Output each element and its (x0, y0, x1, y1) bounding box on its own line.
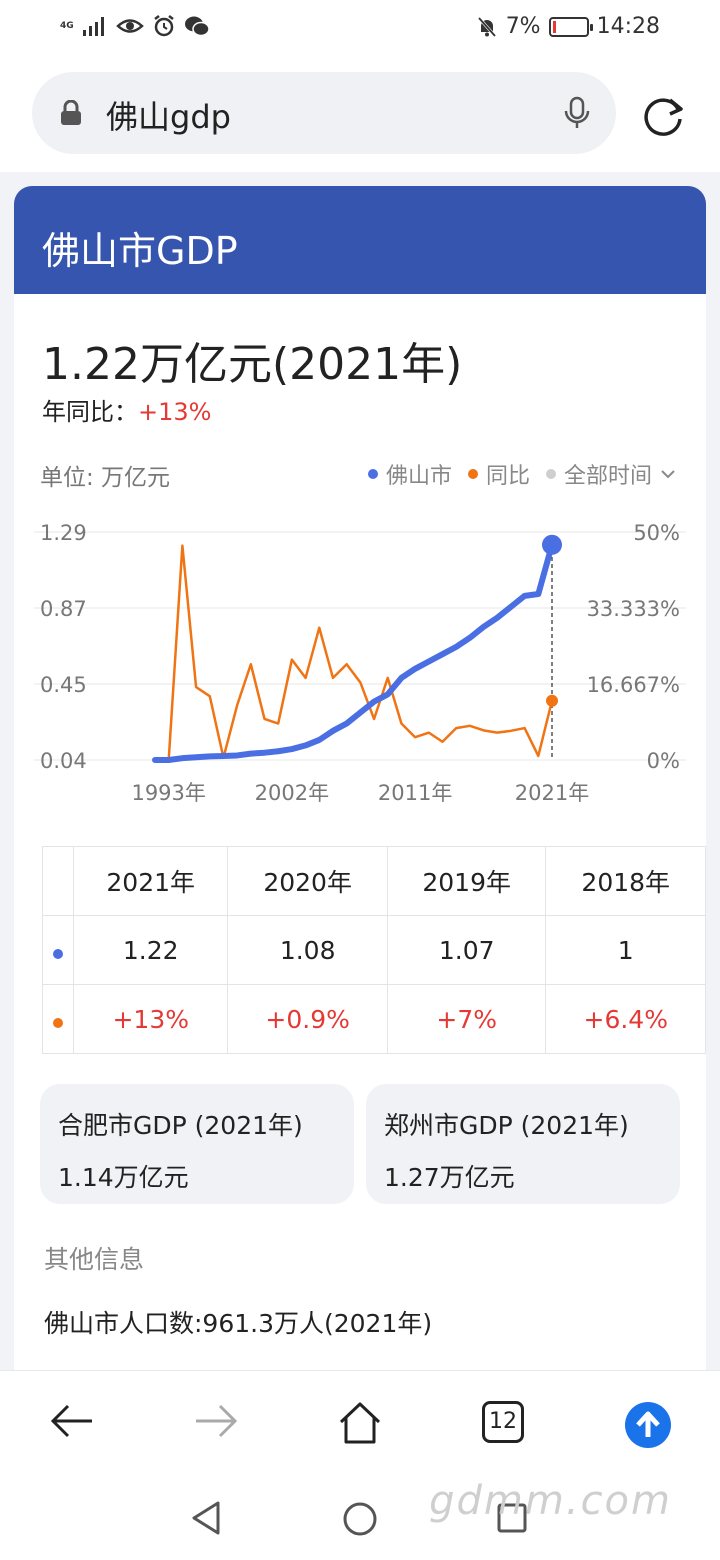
data-point-yoy (546, 694, 558, 707)
lock-icon (61, 100, 81, 125)
legend-item-yoy[interactable]: 同比 (467, 458, 530, 490)
compare-value: 1.14万亿元 (58, 1163, 189, 1192)
yoy-value: +13% (138, 398, 212, 426)
year-header: 2018年 (545, 846, 706, 916)
battery-percent: 7% (505, 14, 541, 39)
chevron-down-icon (661, 470, 675, 479)
series-line-city (152, 541, 555, 763)
y2-tick-label: 33.333% (587, 597, 680, 621)
gdp-cell: 1.07 (386, 915, 547, 985)
system-home-icon[interactable] (342, 1501, 378, 1537)
forward-arrow-icon[interactable] (194, 1401, 238, 1441)
y-tick-label: 0.87 (40, 597, 87, 621)
compare-title: 郑州市GDP (2021年) (384, 1111, 629, 1140)
gdp-headline: 1.22万亿元(2021年) (42, 339, 463, 390)
system-nav-bar (0, 1480, 720, 1560)
legend-item-city[interactable]: 佛山市 (367, 458, 452, 490)
card-title[interactable]: 佛山市GDP (42, 229, 238, 273)
gdp-card: 佛山市GDP 1.22万亿元(2021年) 年同比：+13% 单位: 万亿元 佛… (14, 186, 706, 1370)
yoy-label: 年同比： (42, 398, 138, 426)
system-recents-icon[interactable] (496, 1502, 528, 1534)
compare-card-hefei[interactable]: 合肥市GDP (2021年) 1.14万亿元 (40, 1084, 354, 1204)
series-marker-city (41, 915, 75, 985)
watermark: gdmm.com (429, 1478, 672, 1524)
mute-bell-icon (477, 16, 496, 37)
chart-legend: 佛山市 同比 全部时间 (367, 458, 676, 490)
compare-card-zhengzhou[interactable]: 郑州市GDP (2021年) 1.27万亿元 (366, 1084, 680, 1204)
table-row: 1.22 1.08 1.07 1 (41, 915, 706, 985)
unit-label: 单位: 万亿元 (40, 465, 171, 491)
yoy-cell: +7% (386, 984, 547, 1054)
y-tick-label: 1.29 (40, 521, 87, 545)
alarm-icon (153, 15, 174, 37)
eye-icon (115, 19, 144, 33)
home-icon[interactable] (338, 1401, 382, 1445)
clock: 14:28 (596, 14, 660, 39)
data-point-city (542, 534, 562, 555)
y-tick-label: 0.45 (40, 673, 87, 697)
browser-nav-bar: 12 (0, 1370, 720, 1480)
year-header: 2020年 (227, 846, 388, 916)
card-header: 佛山市GDP (14, 186, 706, 294)
series-line-yoy (155, 544, 554, 762)
x-tick-label: 2011年 (378, 781, 452, 805)
compare-value: 1.27万亿元 (384, 1163, 515, 1192)
yoy-cell: +6.4% (545, 984, 706, 1054)
year-header: 2019年 (386, 846, 547, 916)
x-tick-label: 2002年 (255, 781, 329, 805)
population-info[interactable]: 佛山市人口数:961.3万人(2021年) (44, 1309, 433, 1338)
network-type: 4G (60, 20, 74, 31)
gdp-cell: 1.22 (73, 915, 229, 985)
status-bar: 4G 7% 14:28 (0, 0, 720, 60)
gdp-chart[interactable]: 1.29 50% 0.87 33.333% 0.45 16.667% 0.04 0% 1993年… (14, 506, 706, 826)
upload-arrow-icon[interactable] (624, 1401, 672, 1449)
y2-tick-label: 0% (647, 749, 680, 773)
y2-tick-label: 50% (633, 521, 680, 545)
refresh-icon[interactable] (640, 92, 686, 138)
yoy-row: 年同比：+13% (42, 392, 211, 427)
search-bar[interactable]: 佛山gdp (32, 72, 616, 154)
y-tick-label: 0.04 (40, 749, 87, 773)
search-query[interactable]: 佛山gdp (106, 98, 231, 136)
yoy-cell: +0.9% (227, 984, 388, 1054)
tab-count: 12 (489, 1409, 517, 1434)
battery-icon (548, 16, 593, 37)
y2-tick-label: 16.667% (587, 673, 680, 697)
status-icons-left: 4G (60, 14, 210, 38)
x-tick-label: 1993年 (131, 781, 205, 805)
gdp-cell: 1.08 (227, 915, 388, 985)
microphone-icon[interactable] (564, 96, 590, 130)
system-back-icon[interactable] (190, 1500, 222, 1536)
tabs-button[interactable]: 12 (482, 1401, 524, 1443)
table-row: +13% +0.9% +7% +6.4% (41, 984, 706, 1054)
table-row: 2021年 2020年 2019年 2018年 (41, 846, 706, 916)
x-tick-label: 2021年 (515, 781, 589, 805)
wechat-icon (184, 16, 210, 37)
compare-title: 合肥市GDP (2021年) (58, 1111, 303, 1140)
year-header: 2021年 (73, 846, 229, 916)
signal-icon (82, 17, 104, 36)
status-icons-right: 7% 14:28 (476, 14, 660, 39)
other-info-heading: 其他信息 (44, 1245, 145, 1274)
time-range-select[interactable]: 全部时间 (545, 458, 676, 490)
yoy-cell: +13% (73, 984, 229, 1054)
gdp-cell: 1 (545, 915, 706, 985)
back-arrow-icon[interactable] (50, 1401, 94, 1441)
series-marker-yoy (41, 984, 75, 1054)
gdp-table: 2021年 2020年 2019年 2018年 1.22 1.08 1.07 1… (41, 846, 706, 1054)
